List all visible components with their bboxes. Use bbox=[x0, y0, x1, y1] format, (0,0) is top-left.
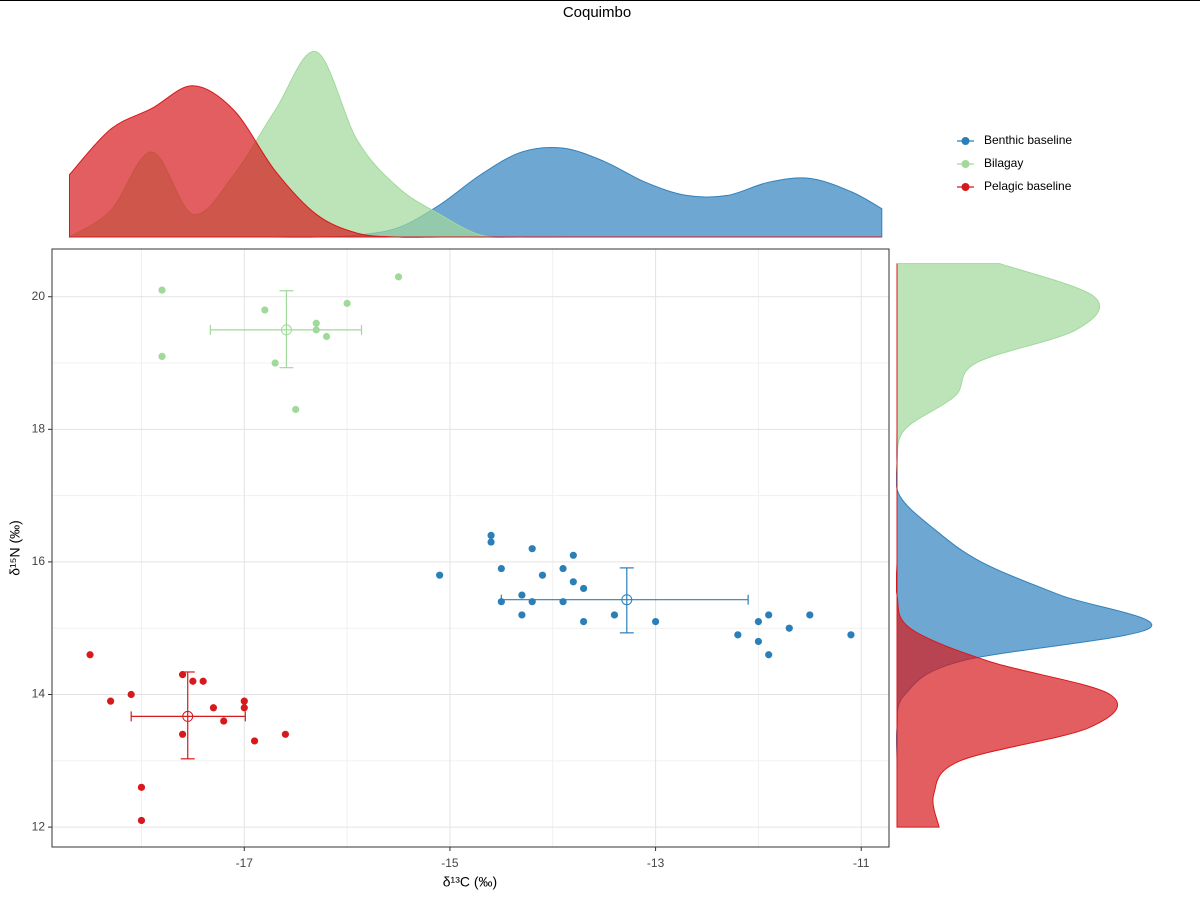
point bbox=[754, 637, 763, 646]
point bbox=[261, 306, 269, 314]
density-area bbox=[896, 263, 1119, 828]
point bbox=[158, 352, 166, 361]
point bbox=[199, 677, 207, 685]
mean-point bbox=[182, 710, 194, 722]
point bbox=[178, 730, 187, 738]
point bbox=[847, 631, 855, 639]
point bbox=[322, 332, 331, 341]
right-density-panel bbox=[896, 263, 1153, 828]
point bbox=[569, 551, 577, 559]
y-axis-label: δ¹⁵N (‰) bbox=[7, 520, 23, 576]
point bbox=[343, 299, 351, 307]
point bbox=[580, 617, 588, 626]
point bbox=[580, 584, 588, 593]
x-tick-label: -17 bbox=[236, 856, 254, 870]
point bbox=[487, 538, 495, 546]
point bbox=[86, 651, 94, 659]
point bbox=[178, 671, 187, 679]
legend-label: Benthic baseline bbox=[984, 133, 1072, 147]
x-tick-label: -11 bbox=[853, 856, 870, 870]
y-tick-label: 20 bbox=[32, 289, 46, 303]
point bbox=[394, 273, 403, 281]
x-tick-label: -15 bbox=[441, 856, 459, 870]
point bbox=[610, 611, 619, 619]
legend-item: Bilagay bbox=[957, 156, 1023, 170]
point bbox=[754, 617, 763, 626]
point bbox=[250, 737, 259, 745]
legend-label: Pelagic baseline bbox=[984, 179, 1072, 193]
point bbox=[137, 816, 146, 825]
point bbox=[518, 611, 526, 619]
point bbox=[209, 704, 218, 712]
legend-label: Bilagay bbox=[984, 156, 1023, 170]
point bbox=[518, 591, 526, 599]
point bbox=[189, 677, 197, 685]
point bbox=[158, 286, 166, 294]
point bbox=[271, 359, 279, 367]
point bbox=[220, 717, 228, 725]
point bbox=[312, 319, 320, 327]
point bbox=[497, 564, 505, 573]
point bbox=[765, 611, 773, 619]
point bbox=[487, 531, 495, 540]
legend-item: Pelagic baseline bbox=[957, 179, 1072, 193]
density-area bbox=[68, 85, 882, 238]
x-axis-label: δ¹³C (‰) bbox=[443, 874, 497, 890]
y-tick-label: 18 bbox=[32, 422, 46, 436]
mean-point bbox=[621, 594, 633, 606]
point bbox=[569, 578, 577, 586]
y-tick-label: 16 bbox=[32, 554, 46, 568]
point bbox=[651, 617, 660, 626]
x-tick-label: -13 bbox=[647, 856, 665, 870]
y-tick-label: 12 bbox=[32, 819, 46, 833]
point bbox=[240, 704, 248, 712]
point bbox=[137, 783, 146, 791]
point bbox=[281, 730, 290, 738]
point bbox=[559, 564, 567, 573]
legend-item: Benthic baseline bbox=[957, 133, 1072, 147]
point bbox=[292, 405, 300, 414]
point bbox=[528, 545, 536, 553]
y-tick-label: 14 bbox=[32, 687, 46, 701]
point bbox=[127, 690, 135, 699]
point bbox=[806, 611, 814, 619]
mean-point bbox=[280, 324, 292, 336]
legend-marker bbox=[961, 160, 970, 168]
point bbox=[785, 624, 793, 632]
plot-border bbox=[51, 248, 890, 848]
point bbox=[538, 571, 547, 579]
point bbox=[107, 697, 115, 705]
top-density-panel bbox=[67, 51, 883, 238]
point bbox=[436, 571, 444, 579]
legend-marker bbox=[961, 137, 970, 145]
point bbox=[765, 651, 773, 659]
chart-title: Coquimbo bbox=[563, 4, 631, 21]
point bbox=[240, 697, 248, 705]
point bbox=[734, 631, 742, 639]
legend-marker bbox=[961, 183, 970, 191]
